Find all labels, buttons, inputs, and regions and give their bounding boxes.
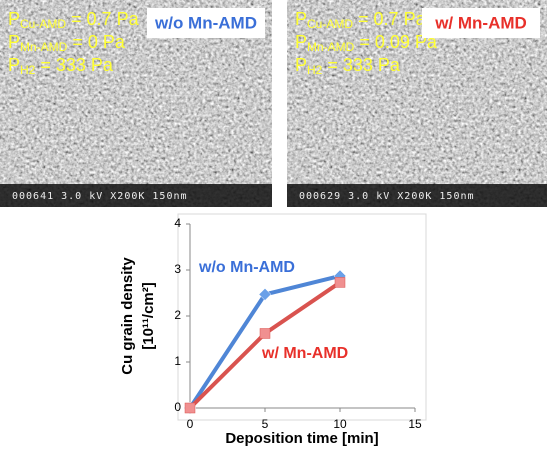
subscript: Mn-AMD (20, 40, 68, 54)
sem-info-bar (287, 184, 547, 207)
pressure-label: PMn-AMD = 0 Pa (8, 32, 126, 54)
sem-footer: 000641 3.0 kV X200K 150nm (12, 191, 188, 202)
pressure-label: PCu-AMD = 0.7 Pa (295, 9, 427, 31)
label-box (147, 8, 265, 38)
marker (184, 402, 196, 414)
symbol: P (8, 9, 20, 29)
subscript: Cu-AMD (20, 17, 66, 31)
symbol: P (295, 9, 307, 29)
x-tick-label: 10 (333, 417, 347, 431)
symbol: P (8, 55, 20, 75)
series-label: w/o Mn-AMD (198, 259, 295, 276)
pressure-label: PH2 = 333 Pa (8, 55, 114, 77)
value: = 333 Pa (322, 55, 401, 75)
marker (259, 328, 271, 339)
y-axis-label: Cu grain density (119, 257, 136, 375)
sem-info-bar (0, 184, 272, 207)
pressure-label: PMn-AMD = 0.09 Pa (295, 32, 438, 54)
symbol: P (295, 32, 307, 52)
y-axis-label: [10¹¹/cm²] (140, 282, 157, 350)
symbol: P (295, 55, 307, 75)
y-tick-label: 1 (174, 354, 181, 368)
pressure-label: PH2 = 333 Pa (295, 55, 401, 77)
x-tick-label: 0 (187, 417, 194, 431)
subscript: H2 (307, 63, 323, 77)
y-tick-label: 3 (174, 262, 181, 276)
symbol: P (8, 32, 20, 52)
marker (334, 277, 346, 288)
label-box (422, 8, 540, 38)
y-tick-label: 4 (174, 216, 181, 230)
pressure-label: PCu-AMD = 0.7 Pa (8, 9, 140, 31)
series-label: w/ Mn-AMD (261, 345, 348, 362)
value: = 0.7 Pa (353, 9, 427, 29)
marker (258, 288, 272, 301)
value: = 0.7 Pa (66, 9, 140, 29)
x-tick-label: 5 (262, 417, 269, 431)
sem-footer: 000629 3.0 kV X200K 150nm (299, 191, 475, 202)
x-axis-label: Deposition time [min] (225, 430, 378, 447)
value: = 0 Pa (67, 32, 126, 52)
value: = 0.09 Pa (354, 32, 438, 52)
subscript: Cu-AMD (307, 17, 353, 31)
y-tick-label: 0 (174, 400, 181, 414)
y-tick-label: 2 (174, 308, 181, 322)
panel-label: w/ Mn-AMD (434, 13, 527, 32)
plot-frame (177, 213, 427, 421)
x-tick-label: 15 (408, 417, 422, 431)
panel-label: w/o Mn-AMD (154, 13, 257, 32)
subscript: H2 (20, 63, 36, 77)
value: = 333 Pa (35, 55, 114, 75)
subscript: Mn-AMD (307, 40, 355, 54)
